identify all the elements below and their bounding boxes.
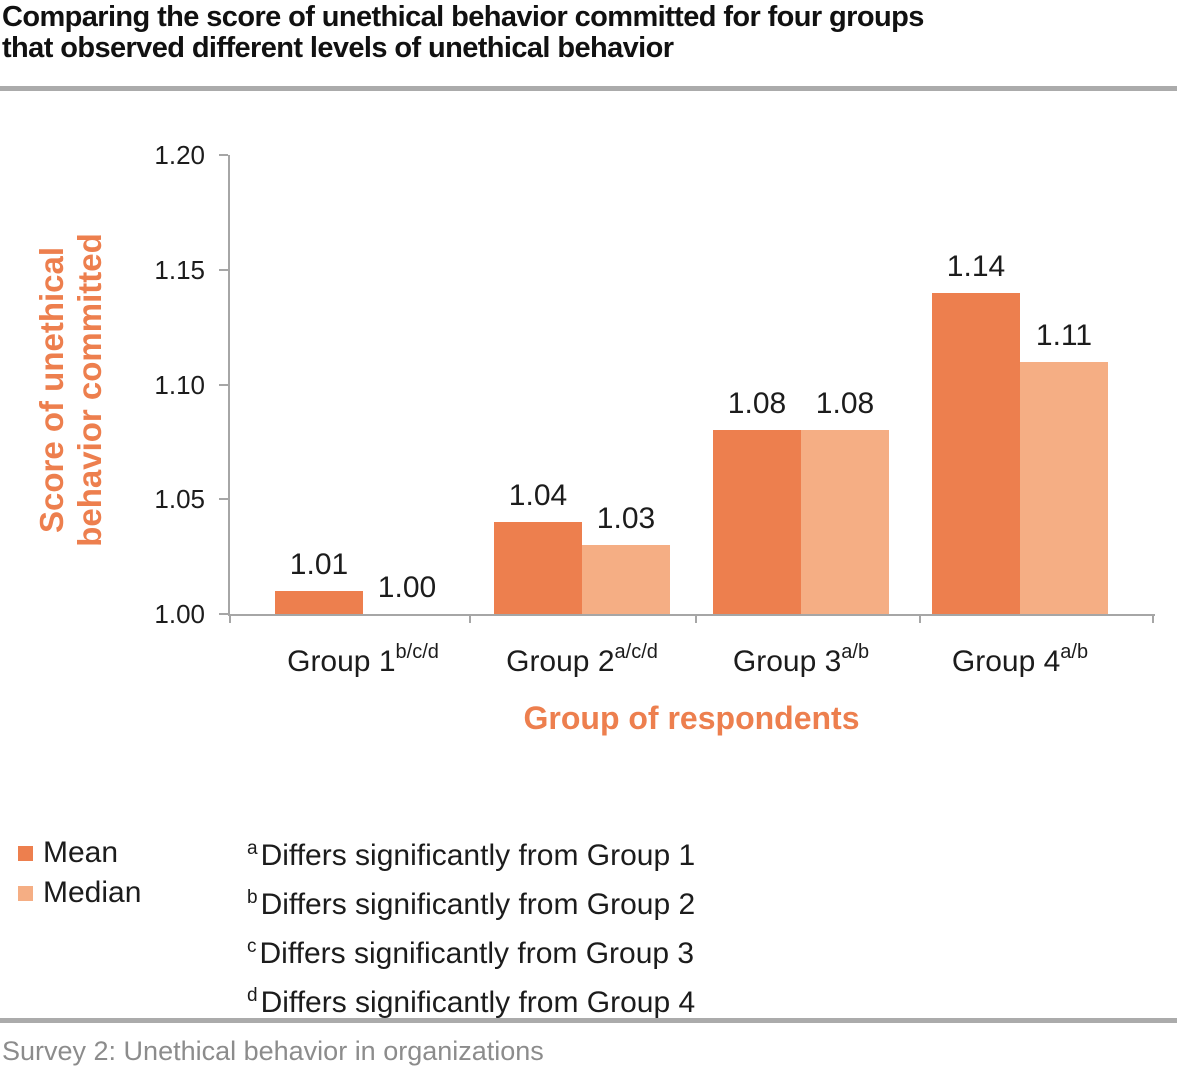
y-axis-tick xyxy=(219,498,228,501)
x-axis-tick xyxy=(919,614,921,623)
x-category-label-group-3: Group 3a/b xyxy=(641,641,961,680)
value-label-median-group-1: 1.00 xyxy=(377,571,437,604)
footnotes: a Differs significantly from Group 1 b Diff… xyxy=(247,828,695,1024)
bar-mean-group-3 xyxy=(713,430,801,614)
x-axis-tick xyxy=(229,614,231,623)
y-axis-title: Score of unethical behavior committed xyxy=(33,233,109,547)
y-axis-tick xyxy=(219,154,228,156)
y-axis-tick xyxy=(219,613,228,615)
value-label-mean-group-1: 1.01 xyxy=(289,548,349,582)
y-axis-tick xyxy=(219,383,228,386)
bar-median-group-3 xyxy=(801,430,889,614)
y-tick-label: 1.20 xyxy=(154,140,205,170)
footnote-b: b Differs significantly from Group 2 xyxy=(247,887,696,921)
legend-swatch-mean xyxy=(18,845,33,861)
y-axis-line xyxy=(228,155,230,616)
y-tick-label: 1.10 xyxy=(154,369,205,400)
bar-median-group-2 xyxy=(582,545,670,614)
value-label-median-group-4: 1.11 xyxy=(1035,318,1093,352)
value-label-median-group-3: 1.08 xyxy=(815,387,875,421)
x-axis-tick xyxy=(695,614,697,623)
bar-mean-group-1 xyxy=(275,591,363,614)
legend-swatch-median xyxy=(18,885,33,901)
footnote-marker: a xyxy=(247,838,258,859)
y-axis-tick xyxy=(219,268,228,271)
top-divider xyxy=(0,86,1177,91)
x-axis-line xyxy=(228,614,1155,616)
y-axis-title-line-1: Score of unethical xyxy=(33,246,70,534)
x-axis-tick xyxy=(469,614,471,623)
y-tick-label: 1.05 xyxy=(154,484,205,515)
footnote-a: a Differs significantly from Group 1 xyxy=(247,838,696,872)
legend-item-mean: Mean xyxy=(18,833,141,873)
x-category-label-group-1: Group 1b/c/d xyxy=(203,641,523,680)
value-label-mean-group-3: 1.08 xyxy=(727,387,787,421)
source-note: Survey 2: Unethical behavior in organiza… xyxy=(2,1036,544,1066)
value-label-mean-group-2: 1.04 xyxy=(508,479,568,513)
footnote-c: c Differs significantly from Group 3 xyxy=(247,936,695,970)
category-label-text: Group 1 xyxy=(287,645,396,678)
category-label-text: Group 3 xyxy=(732,645,842,678)
category-label-text: Group 2 xyxy=(506,645,615,678)
y-tick-label: 1.00 xyxy=(154,599,205,629)
title-line-1: Comparing the score of unethical behavio… xyxy=(2,1,924,33)
page-title: Comparing the score of unethical behavio… xyxy=(2,2,924,64)
footnote-marker: c xyxy=(247,936,257,957)
legend: Mean Median xyxy=(18,833,141,913)
y-axis-title-line-2: behavior committed xyxy=(71,233,108,547)
bar-median-group-4 xyxy=(1020,361,1108,614)
value-label-median-group-2: 1.03 xyxy=(596,502,656,536)
bar-mean-group-4 xyxy=(932,292,1020,614)
x-category-label-group-4: Group 4a/b xyxy=(860,641,1177,680)
bar-mean-group-2 xyxy=(494,522,582,614)
significance-superscript: a/c/d xyxy=(614,641,658,663)
significance-superscript: a/b xyxy=(841,641,870,663)
x-category-label-group-2: Group 2a/c/d xyxy=(422,641,742,680)
x-axis-title: Group of respondents xyxy=(523,700,860,736)
footnote-d: d Differs significantly from Group 4 xyxy=(247,985,696,1019)
footnote-marker: d xyxy=(247,985,258,1006)
significance-superscript: b/c/d xyxy=(395,641,439,663)
x-axis-tick xyxy=(1152,614,1154,623)
category-label-text: Group 4 xyxy=(951,645,1061,678)
legend-label: Mean xyxy=(43,836,119,869)
footnote-marker: b xyxy=(247,887,258,908)
bottom-divider xyxy=(0,1018,1177,1023)
legend-label: Median xyxy=(43,876,142,909)
legend-item-median: Median xyxy=(18,873,141,913)
significance-superscript: a/b xyxy=(1060,641,1089,663)
y-tick-label: 1.15 xyxy=(154,254,205,285)
value-label-mean-group-4: 1.14 xyxy=(946,249,1006,283)
title-line-2: that observed different levels of unethi… xyxy=(2,32,674,64)
